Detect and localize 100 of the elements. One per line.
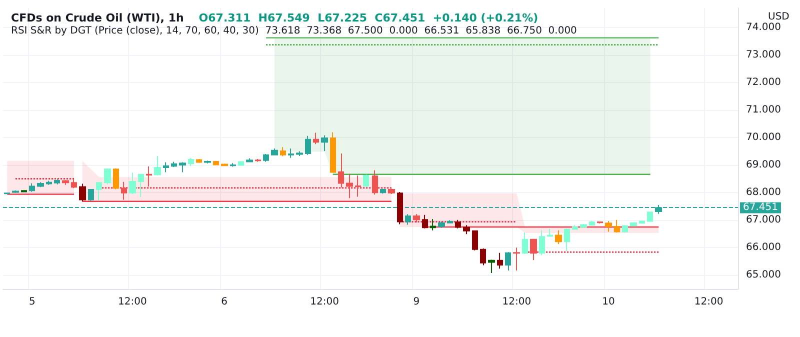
candlestick	[430, 218, 436, 231]
candlestick	[622, 224, 628, 234]
y-tick-label: 73.000	[746, 49, 781, 60]
candlestick	[255, 158, 261, 162]
candlestick	[238, 160, 244, 166]
candlestick	[346, 173, 353, 199]
candlestick	[246, 158, 253, 163]
candlestick	[388, 188, 395, 194]
candlestick	[522, 232, 528, 255]
candlestick	[363, 174, 369, 188]
candlestick	[355, 175, 361, 198]
candlestick	[647, 211, 653, 222]
x-tick-label: 12:00	[694, 296, 724, 308]
candlestick	[221, 163, 228, 167]
candlestick	[321, 134, 328, 152]
candlestick	[313, 132, 319, 145]
candlestick	[146, 166, 152, 188]
candlestick	[154, 155, 161, 176]
x-tick-label: 12:00	[118, 296, 147, 308]
candlestick	[463, 224, 470, 235]
candlestick	[88, 188, 94, 202]
candlestick	[196, 158, 202, 164]
candlestick	[138, 174, 144, 198]
candlestick	[21, 190, 27, 193]
candlestick	[472, 230, 478, 251]
x-tick-label: 10	[602, 296, 615, 308]
y-tick-label: 74.000	[746, 22, 781, 33]
candlestick	[188, 157, 194, 167]
candlestick	[113, 168, 119, 190]
candlestick	[305, 135, 311, 156]
y-tick-label: 67.000	[746, 214, 781, 226]
x-tick-label: 5	[29, 296, 36, 308]
candlestick	[46, 180, 52, 186]
candlestick	[513, 247, 520, 272]
candlestick	[204, 160, 211, 164]
candlestick	[530, 238, 537, 261]
y-axis-title: USD	[768, 12, 790, 22]
candlestick	[572, 224, 578, 230]
chart-title: CFDs on Crude Oil (WTI), 1h	[11, 12, 184, 24]
candlestick	[555, 230, 562, 245]
candlestick	[54, 178, 60, 185]
candlestick	[422, 214, 428, 229]
candlestick	[129, 172, 136, 194]
y-tick-label: 72.000	[746, 76, 781, 88]
x-tick-label: 12:00	[502, 296, 532, 308]
candlestick	[163, 162, 169, 173]
candlestick	[104, 168, 111, 185]
candlestick	[372, 170, 378, 196]
y-tick-label: 69.000	[746, 160, 781, 171]
candlestick	[447, 220, 453, 224]
candlestick	[580, 223, 587, 228]
candlestick	[380, 188, 386, 194]
candlestick	[271, 148, 278, 156]
y-tick-label: 65.000	[746, 270, 781, 281]
candlestick	[639, 220, 645, 224]
candlestick	[614, 219, 620, 234]
candlestick	[12, 190, 19, 194]
candlestick	[96, 182, 102, 202]
y-tick-label: 71.000	[746, 104, 781, 116]
candlestick	[589, 220, 595, 226]
candlestick	[413, 214, 420, 223]
candlestick	[505, 252, 511, 272]
ref-line-label: 67.451	[743, 202, 778, 214]
x-tick-label: 9	[413, 296, 420, 308]
candlestick	[405, 214, 411, 226]
candlestick	[171, 161, 177, 168]
candlestick	[263, 154, 269, 162]
candlestick	[438, 221, 445, 228]
candlestick	[539, 230, 545, 256]
candlestick	[296, 150, 303, 156]
candlestick	[497, 252, 503, 270]
candlestick	[37, 182, 44, 188]
candlestick	[455, 219, 461, 229]
chart-subtitle: O67.311 H67.549 L67.225 C67.451 +0.140 (+0.21%)	[198, 12, 538, 24]
candlestick	[597, 221, 603, 224]
candlestick	[547, 228, 553, 238]
candlestick	[330, 132, 336, 174]
candlestick	[71, 178, 77, 189]
candlestick	[280, 146, 286, 157]
annotation: RSI S&R by DGT (Price (close), 14, 70, 60, 40, 30) 73.618 73.368 67.500 0.000 66.531 65.838 66.750 0.000	[11, 26, 577, 36]
candlestick	[288, 148, 294, 158]
candlestick	[213, 160, 219, 166]
candlestick	[230, 162, 236, 168]
candlestick	[480, 248, 486, 266]
candlestick	[29, 182, 35, 192]
candlestick	[79, 183, 86, 202]
x-tick-label: 6	[221, 296, 228, 308]
candlestick	[179, 162, 186, 173]
candlestick	[488, 259, 495, 274]
candlestick	[564, 228, 570, 252]
x-tick-label: 12:00	[310, 296, 339, 308]
y-tick-label: 70.000	[746, 132, 781, 143]
candlestick	[630, 222, 637, 227]
candlestick	[605, 220, 612, 232]
candlestick	[121, 181, 127, 200]
candlestick	[338, 152, 344, 188]
candlestick	[62, 180, 69, 186]
y-tick-label: 66.000	[746, 242, 781, 254]
y-tick-label: 68.000	[746, 187, 781, 198]
candlestick	[397, 192, 403, 225]
